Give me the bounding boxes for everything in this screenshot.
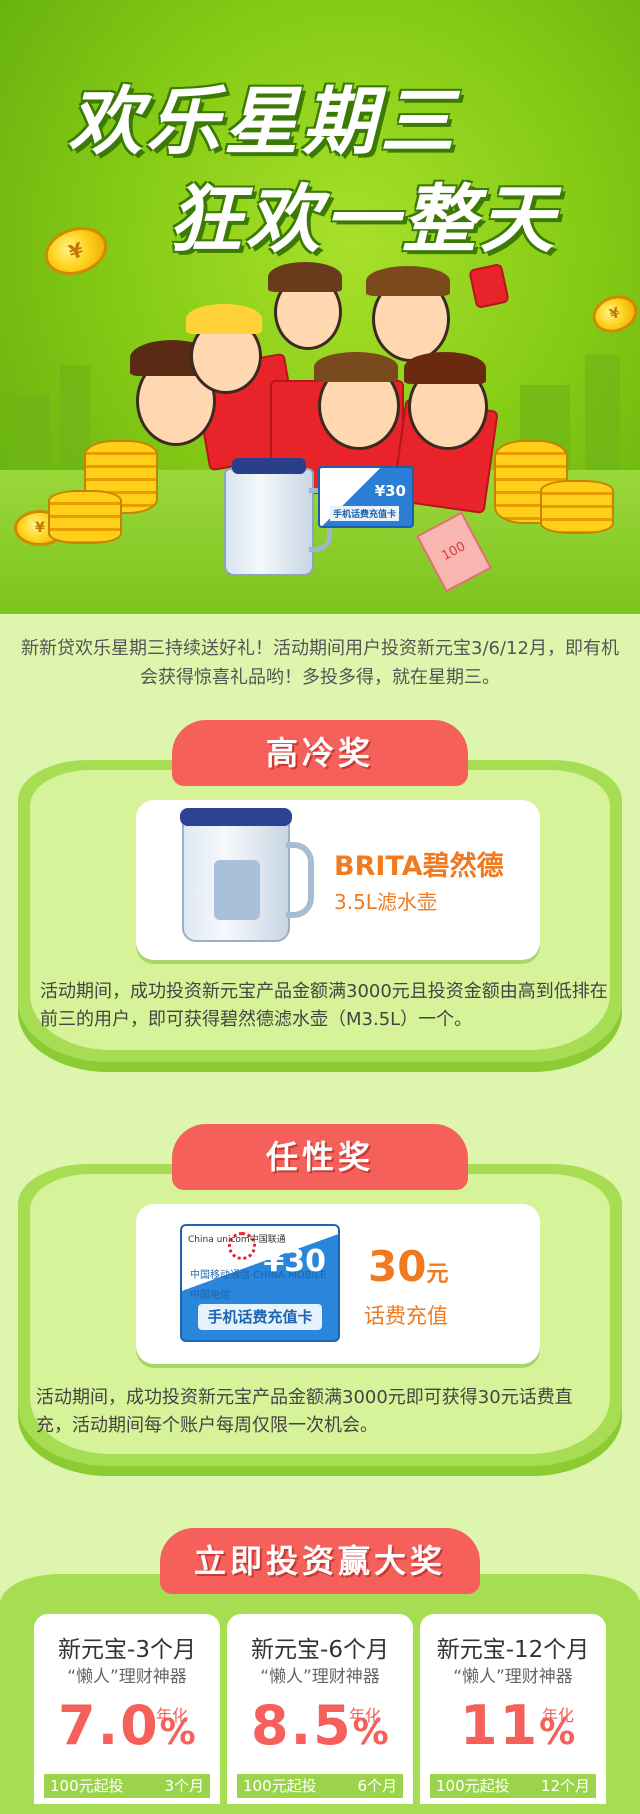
product-min: 100元起投 [436,1777,510,1795]
hero-banner: 欢乐星期三 狂欢一整天 ¥ ¥ ¥ ¥30 手机话费充值卡 100 [0,0,640,614]
product-footer: 100元起投 3个月 [44,1774,210,1798]
product-tagline: “懒人”理财神器 [453,1667,573,1687]
product-rate: 11% [460,1694,577,1757]
product-min: 100元起投 [50,1777,124,1795]
character-hair [186,304,262,334]
product-term: 3个月 [164,1777,204,1795]
product-rate-percent: % [352,1712,391,1753]
product-rate-value: 7.0 [58,1694,160,1757]
product-name: 新元宝-3个月 [58,1637,196,1663]
banner-title-line2: 狂欢一整天 [168,177,558,263]
unicom-logo-icon [228,1232,256,1260]
product-term: 6个月 [357,1777,397,1795]
product-footer: 100元起投 12个月 [430,1774,596,1798]
coin-icon: ¥ [587,289,640,339]
product-card-6m[interactable]: 新元宝-6个月 “懒人”理财神器 8.5% 年化 100元起投 6个月 [227,1614,413,1804]
character-hair [404,352,486,384]
prize1-card: BRITA碧然德 3.5L滤水壶 [136,800,540,960]
card-price: ¥30 [374,482,406,500]
card-mobile-text: 中国移动通信 CHINA MOBILE [190,1270,327,1281]
phone-card-image: China unicom中国联通 中国移动通信 CHINA MOBILE 中国电… [180,1224,340,1342]
phone-card-image: ¥30 手机话费充值卡 [318,466,414,528]
prize1-sub: 3.5L滤水壶 [334,890,437,914]
card-unicom-text: China unicom中国联通 [188,1235,286,1245]
prize2-amount-unit: 元 [426,1262,449,1287]
product-rate: 8.5% [251,1694,391,1757]
filter-cartridge [214,860,260,920]
card-label: 手机话费充值卡 [198,1304,322,1330]
water-pitcher-image [180,808,314,942]
red-envelope [468,262,510,310]
banner-title-line1: 欢乐星期三 [68,79,458,165]
product-name: 新元宝-12个月 [436,1637,590,1663]
product-footer: 100元起投 6个月 [237,1774,403,1798]
prize1-tab: 高冷奖 [172,720,468,786]
character-hair [268,262,342,292]
banknote-value: 100 [439,539,469,565]
product-name: 新元宝-6个月 [251,1637,389,1663]
product-card-3m[interactable]: 新元宝-3个月 “懒人”理财神器 7.0% 年化 100元起投 3个月 [34,1614,220,1804]
prize2-amount-sub: 话费充值 [364,1304,448,1328]
card-telecom-text: 中国电信 [190,1290,230,1301]
coin-stack [540,480,614,534]
product-annual-label: 年化 [348,1706,381,1725]
prize2-panel: China unicom中国联通 中国移动通信 CHINA MOBILE 中国电… [18,1164,622,1476]
card-price: ¥30 [263,1244,326,1279]
coin-icon: ¥ [38,219,114,283]
product-rate-value: 8.5 [251,1694,353,1757]
prize2-amount-value: 30 [368,1242,427,1291]
prize1-name: BRITA碧然德 [334,851,504,882]
prize1-panel: BRITA碧然德 3.5L滤水壶 活动期间，成功投资新元宝产品金额满3000元且… [18,760,622,1072]
product-tagline: “懒人”理财神器 [67,1667,187,1687]
prize1-desc: 活动期间，成功投资新元宝产品金额满3000元且投资金额由高到低排在前三的用户，即… [40,981,608,1030]
product-tagline: “懒人”理财神器 [260,1667,380,1687]
coin-stack [48,490,122,544]
prize2-card: China unicom中国联通 中国移动通信 CHINA MOBILE 中国电… [136,1204,540,1364]
prize2-desc: 活动期间，成功投资新元宝产品金额满3000元即可获得30元话费直充，活动期间每个… [36,1387,573,1436]
prize2-tab: 任性奖 [172,1124,468,1190]
product-rate-percent: % [539,1712,578,1753]
card-label: 手机话费充值卡 [330,506,400,521]
product-term: 12个月 [540,1777,590,1795]
product-card-12m[interactable]: 新元宝-12个月 “懒人”理财神器 11% 年化 100元起投 12个月 [420,1614,606,1804]
product-min: 100元起投 [243,1777,317,1795]
water-pitcher-image [224,458,332,576]
product-rate: 7.0% [58,1694,198,1757]
product-annual-label: 年化 [155,1706,188,1725]
character-hair [366,266,450,296]
product-rate-percent: % [159,1712,198,1753]
invest-tab[interactable]: 立即投资赢大奖 [160,1528,480,1594]
intro-text: 新新贷欢乐星期三持续送好礼！活动期间用户投资新元宝3/6/12月，即有机会获得惊… [21,638,619,688]
product-annual-label: 年化 [541,1706,574,1725]
character-hair [314,352,398,382]
prize2-amount: 30元 [368,1242,448,1291]
product-rate-value: 11 [460,1694,540,1757]
